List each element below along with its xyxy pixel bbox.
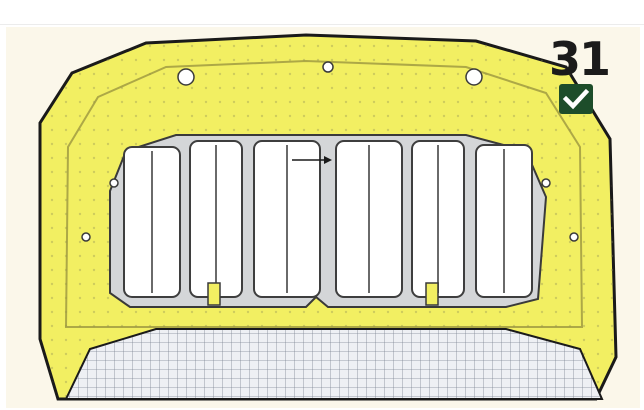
hood-illustration xyxy=(38,33,618,401)
insulation-mesh xyxy=(64,328,604,400)
check-button[interactable] xyxy=(559,84,593,114)
top-strip xyxy=(0,0,644,25)
hood-diagram xyxy=(6,27,640,408)
hood-holes xyxy=(81,61,579,242)
item-badge: 31 xyxy=(548,30,611,116)
hood-inner-rim xyxy=(64,59,584,328)
check-icon xyxy=(562,88,590,110)
pointer-arrow xyxy=(292,156,332,164)
hood-ribs xyxy=(151,145,505,293)
item-number: 31 xyxy=(548,32,611,86)
